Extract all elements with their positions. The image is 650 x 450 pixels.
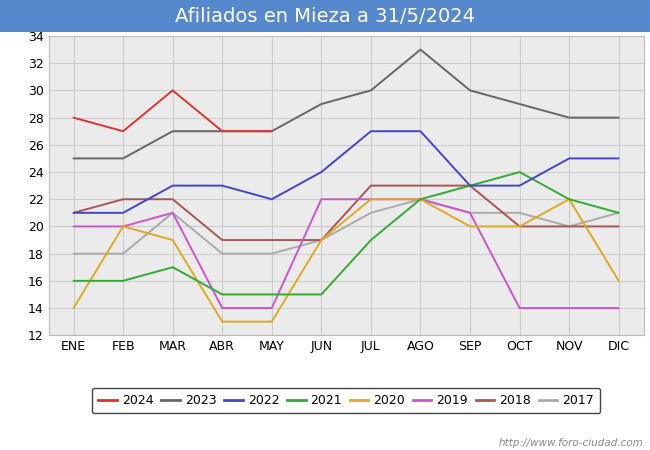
Text: http://www.foro-ciudad.com: http://www.foro-ciudad.com — [499, 438, 644, 448]
Text: Afiliados en Mieza a 31/5/2024: Afiliados en Mieza a 31/5/2024 — [175, 7, 475, 26]
Legend: 2024, 2023, 2022, 2021, 2020, 2019, 2018, 2017: 2024, 2023, 2022, 2021, 2020, 2019, 2018… — [92, 388, 601, 414]
